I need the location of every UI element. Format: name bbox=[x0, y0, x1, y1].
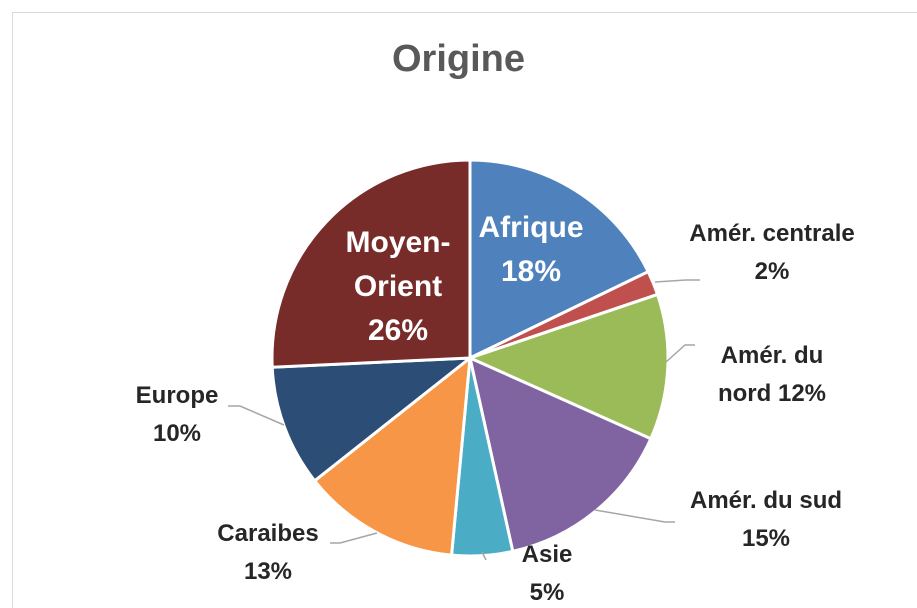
data-label: Moyen-Orient 26% bbox=[328, 221, 468, 353]
pie-slice bbox=[312, 354, 472, 557]
category-label: Caraibes bbox=[217, 520, 319, 547]
value-label: 5% bbox=[529, 579, 565, 606]
leader-line bbox=[481, 551, 487, 561]
value-label: 26% bbox=[367, 314, 429, 347]
pie-slice bbox=[270, 158, 472, 369]
category-label: Moyen-Orient bbox=[345, 226, 451, 303]
pie-slice bbox=[467, 355, 653, 554]
pie-slice bbox=[468, 158, 651, 361]
leader-line bbox=[330, 532, 378, 544]
leader-line bbox=[594, 509, 675, 523]
pie-slice bbox=[465, 292, 670, 441]
value-label: 10% bbox=[152, 420, 202, 447]
data-label: Amér. centrale 2% bbox=[687, 215, 857, 291]
value-label: 13% bbox=[243, 558, 293, 585]
category-label: Amér. du sud bbox=[689, 487, 843, 514]
category-label: Afrique bbox=[478, 211, 584, 244]
data-label: Caraibes 13% bbox=[203, 515, 333, 591]
value-label: 12% bbox=[777, 380, 827, 407]
leader-line bbox=[665, 344, 695, 363]
category-label: Asie bbox=[521, 541, 573, 568]
pie-slice bbox=[270, 356, 475, 483]
chart-frame bbox=[12, 12, 917, 608]
value-label: 2% bbox=[754, 258, 790, 285]
category-label: Amér. du nord bbox=[717, 342, 824, 407]
leader-line bbox=[654, 279, 700, 283]
data-label: Amér. du nord 12% bbox=[697, 337, 847, 413]
leader-line bbox=[228, 405, 285, 426]
data-label: Asie 5% bbox=[507, 536, 587, 608]
category-label: Europe bbox=[135, 382, 219, 409]
value-label: 15% bbox=[741, 525, 791, 552]
data-label: Europe 10% bbox=[112, 377, 242, 453]
value-label: 18% bbox=[500, 255, 562, 288]
data-label: Afrique 18% bbox=[456, 206, 606, 294]
chart-title: Origine bbox=[391, 38, 526, 80]
category-label: Amér. centrale bbox=[689, 220, 855, 247]
data-label: Amér. du sud 15% bbox=[676, 482, 856, 558]
